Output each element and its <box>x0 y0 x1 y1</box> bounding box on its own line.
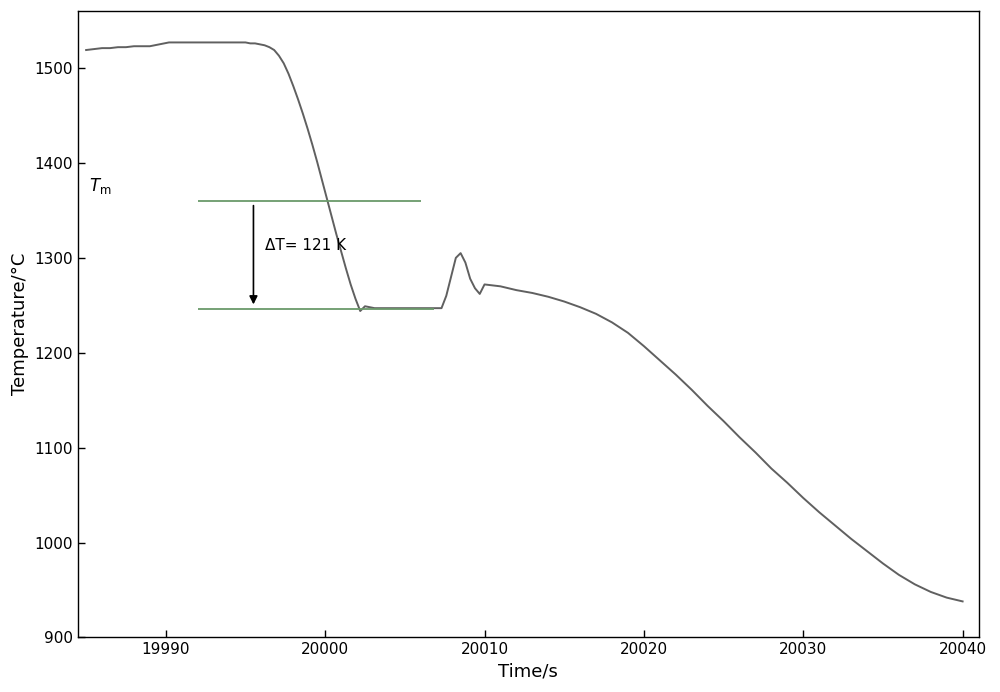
Y-axis label: Temperature/°C: Temperature/°C <box>11 253 29 396</box>
Text: $T_{\mathrm{m}}$: $T_{\mathrm{m}}$ <box>89 176 112 196</box>
X-axis label: Time/s: Time/s <box>498 663 558 681</box>
Text: ΔT= 121 K: ΔT= 121 K <box>265 238 346 253</box>
